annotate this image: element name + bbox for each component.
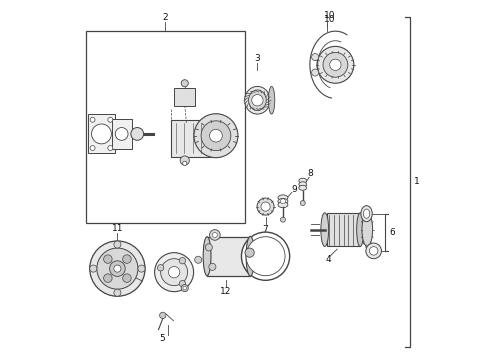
Circle shape <box>157 265 164 271</box>
Ellipse shape <box>245 86 270 114</box>
Circle shape <box>210 230 220 240</box>
Ellipse shape <box>203 237 211 276</box>
Bar <box>207 237 250 276</box>
Circle shape <box>366 243 381 259</box>
Text: 10: 10 <box>324 12 336 21</box>
Circle shape <box>209 263 216 270</box>
Circle shape <box>312 69 318 76</box>
Text: 2: 2 <box>163 13 168 22</box>
Circle shape <box>122 255 131 264</box>
Circle shape <box>246 237 285 276</box>
Circle shape <box>183 161 187 166</box>
Circle shape <box>103 255 112 264</box>
Circle shape <box>252 95 263 106</box>
Circle shape <box>242 232 290 280</box>
Bar <box>326 213 360 247</box>
Circle shape <box>122 274 131 282</box>
Text: 6: 6 <box>390 228 395 237</box>
Text: 4: 4 <box>325 255 331 264</box>
Circle shape <box>194 114 238 158</box>
Ellipse shape <box>362 213 372 247</box>
Circle shape <box>261 202 270 211</box>
Text: 9: 9 <box>292 185 297 194</box>
Text: 3: 3 <box>254 54 260 63</box>
Circle shape <box>161 259 188 285</box>
Ellipse shape <box>299 185 307 190</box>
Circle shape <box>330 59 341 71</box>
Circle shape <box>131 127 144 140</box>
Circle shape <box>180 156 189 165</box>
Circle shape <box>369 247 378 255</box>
Circle shape <box>212 233 218 238</box>
Circle shape <box>210 129 222 142</box>
Polygon shape <box>112 119 132 149</box>
Circle shape <box>114 289 121 296</box>
Circle shape <box>195 256 202 263</box>
Circle shape <box>245 248 254 257</box>
Circle shape <box>114 241 121 248</box>
Text: 11: 11 <box>112 224 123 233</box>
Circle shape <box>138 265 145 272</box>
Bar <box>174 88 196 105</box>
Circle shape <box>181 80 188 87</box>
Circle shape <box>90 265 97 272</box>
Circle shape <box>114 265 121 272</box>
Text: 10: 10 <box>324 15 336 24</box>
Text: 12: 12 <box>220 287 231 296</box>
Circle shape <box>181 284 188 292</box>
Circle shape <box>110 261 125 276</box>
Circle shape <box>90 241 145 296</box>
Circle shape <box>300 201 305 206</box>
Circle shape <box>280 217 285 222</box>
Circle shape <box>183 286 187 290</box>
Polygon shape <box>88 114 115 153</box>
Circle shape <box>201 121 231 150</box>
Circle shape <box>169 266 180 278</box>
Ellipse shape <box>278 195 288 201</box>
Circle shape <box>97 248 138 289</box>
Ellipse shape <box>278 202 288 208</box>
Ellipse shape <box>357 213 364 247</box>
Circle shape <box>103 274 112 282</box>
Circle shape <box>323 53 348 77</box>
Circle shape <box>179 257 186 264</box>
Ellipse shape <box>248 90 266 111</box>
Circle shape <box>179 280 186 287</box>
Circle shape <box>257 198 274 215</box>
Ellipse shape <box>278 198 288 204</box>
Circle shape <box>108 145 113 150</box>
Circle shape <box>90 145 95 150</box>
Circle shape <box>280 199 285 204</box>
Ellipse shape <box>321 213 329 247</box>
Circle shape <box>205 244 212 251</box>
Ellipse shape <box>269 86 275 114</box>
Text: 5: 5 <box>159 334 165 343</box>
Ellipse shape <box>364 209 370 218</box>
Text: 1: 1 <box>414 177 420 186</box>
Circle shape <box>108 117 113 122</box>
Circle shape <box>90 117 95 122</box>
Circle shape <box>160 312 166 319</box>
Ellipse shape <box>299 182 307 187</box>
Circle shape <box>92 124 111 144</box>
Ellipse shape <box>246 237 255 276</box>
Bar <box>85 31 245 222</box>
Text: 8: 8 <box>308 169 314 178</box>
Circle shape <box>312 54 318 60</box>
Circle shape <box>115 127 128 140</box>
Ellipse shape <box>299 178 307 183</box>
Circle shape <box>317 46 354 83</box>
Text: 7: 7 <box>263 225 269 234</box>
Ellipse shape <box>361 206 372 222</box>
Circle shape <box>155 253 194 292</box>
Bar <box>171 120 211 157</box>
